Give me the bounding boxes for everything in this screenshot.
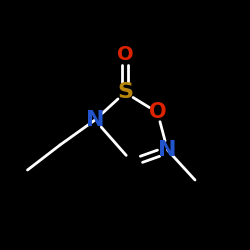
Text: N: N	[158, 140, 177, 160]
Text: O: O	[117, 46, 133, 64]
Text: O: O	[149, 102, 166, 122]
Text: S: S	[117, 82, 133, 102]
Text: N: N	[86, 110, 104, 130]
